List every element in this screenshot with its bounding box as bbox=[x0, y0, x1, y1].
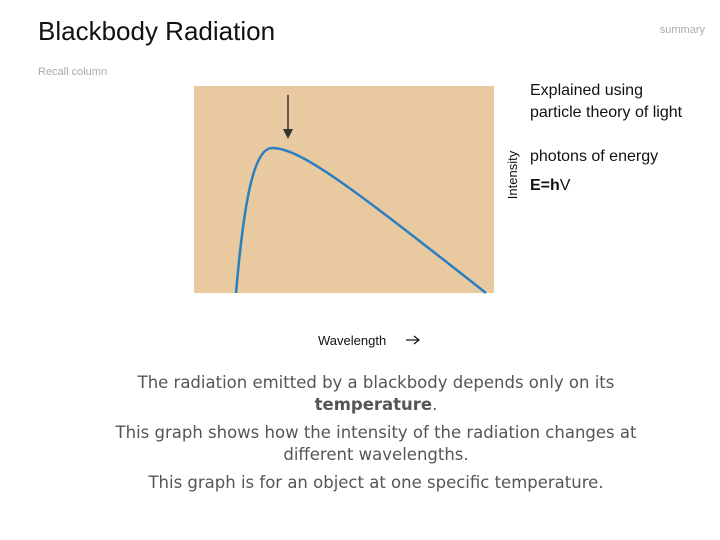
side-text: Explained using bbox=[530, 82, 643, 99]
formula-bold: E=h bbox=[530, 177, 560, 194]
curve bbox=[234, 146, 487, 294]
note: Recall column bbox=[38, 66, 108, 78]
line: This graph is for an object at one speci… bbox=[148, 473, 604, 492]
line: different wavelengths. bbox=[283, 445, 469, 464]
x-arrow-head bbox=[413, 335, 420, 345]
body-text: The radiation emitted by a blackbody dep… bbox=[60, 372, 692, 494]
y-label: Intensity bbox=[505, 150, 520, 199]
x-label: Wavelength bbox=[318, 333, 386, 348]
graph-area bbox=[194, 86, 494, 293]
peak-arrow-head bbox=[283, 129, 293, 139]
text: . bbox=[432, 395, 438, 414]
line: This graph shows how the intensity of th… bbox=[115, 423, 637, 442]
graph: Intensity Wavelength bbox=[194, 86, 520, 348]
line: temperature. bbox=[60, 394, 692, 416]
formula-symbol: V bbox=[559, 177, 571, 194]
line: The radiation emitted by a blackbody dep… bbox=[60, 372, 692, 394]
slide-title: Blackbody Radiation bbox=[38, 16, 276, 46]
bold-text: temperature bbox=[314, 395, 433, 414]
side-text: particle theory of light bbox=[530, 104, 683, 121]
side-text: photons of energy bbox=[530, 148, 659, 165]
formula: E=hV bbox=[530, 177, 570, 195]
tag: summary bbox=[659, 24, 705, 36]
text: The radiation emitted by a blackbody dep… bbox=[137, 373, 615, 392]
